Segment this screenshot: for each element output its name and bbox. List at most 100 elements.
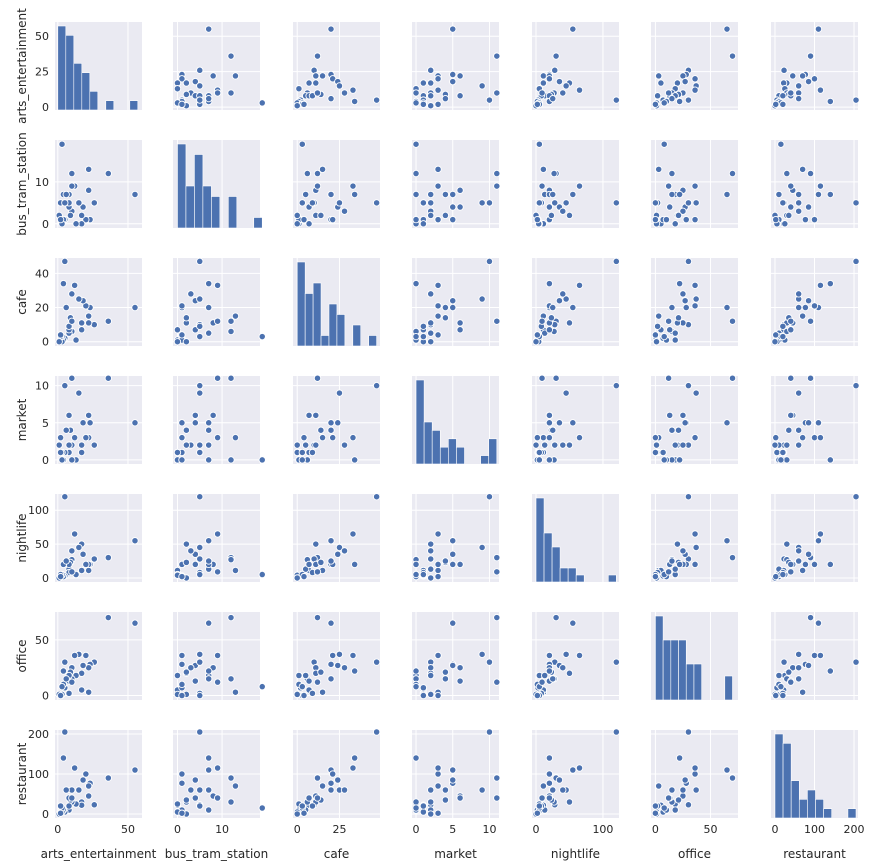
histogram-bar-market [480,455,490,465]
data-point [612,382,620,390]
data-point [787,326,795,334]
data-point [191,677,199,685]
data-point [182,338,191,346]
data-point [56,448,65,457]
data-point [427,565,435,573]
data-point [816,281,825,289]
data-point [227,317,235,325]
panel-office-vs-arts_entertainment: 0 50 [35,612,142,703]
data-point [419,322,428,330]
data-point [329,770,337,778]
data-point [205,456,213,464]
data-point [327,94,335,103]
data-point [559,664,567,672]
data-point [814,419,823,427]
data-point [545,203,554,211]
data-point [213,433,222,442]
data-point [679,441,687,449]
data-point [56,331,65,339]
data-point [660,456,668,464]
data-point [684,801,693,809]
data-point [308,448,317,457]
data-point [213,374,222,382]
data-point [441,190,450,199]
data-point [804,77,813,86]
panel-cafe-vs-restaurant [771,257,860,346]
data-point [72,220,80,228]
data-point [196,691,204,700]
panel-nightlife-vs-office [651,493,738,582]
data-point [82,651,90,660]
data-point [795,190,803,199]
data-point [312,540,320,548]
data-point [78,319,86,327]
histogram-bar-office [678,639,687,701]
data-point [565,798,574,806]
data-point [434,691,442,700]
histogram-bar-arts_entertainment [89,91,99,111]
data-point [810,302,819,310]
data-point [681,419,689,427]
data-point [196,570,204,579]
data-point [539,433,548,442]
y-axis-label-restaurant: restaurant [15,742,29,805]
data-point [340,441,349,449]
data-point [75,295,83,303]
data-point [434,215,442,224]
data-point [427,199,435,207]
data-point [318,433,327,442]
data-point [427,290,435,298]
y-axis-label-cafe: cafe [15,289,29,315]
data-point [205,806,213,814]
data-point [427,102,435,110]
data-point [787,203,795,211]
data-point [427,211,435,220]
data-point [182,441,191,449]
data-point [441,94,450,103]
data-point [779,322,787,330]
data-point [671,220,679,228]
data-point [173,85,182,93]
data-point [666,411,674,420]
data-point [318,782,327,790]
data-point [779,199,787,207]
data-point [852,257,860,266]
x-axis-label-restaurant: restaurant [783,847,846,861]
data-point [419,684,428,692]
data-point [662,215,671,224]
data-point [559,290,567,298]
data-point [810,560,819,569]
data-point [340,89,349,97]
data-point [692,295,700,303]
data-point [478,650,486,658]
y-tick-label: 50 [35,538,49,551]
panel-market-vs-nightlife [532,374,620,464]
data-point [104,317,112,325]
data-point [675,560,684,569]
data-point [372,493,381,501]
x-tick-label: 100 [804,823,825,836]
panel-background [412,494,499,582]
data-point [178,419,186,427]
data-point [441,796,450,804]
data-point [814,537,823,545]
panel-cafe-vs-market [412,257,501,346]
panel-market-vs-arts_entertainment: 0 5 10 [35,374,142,467]
data-point [68,456,76,464]
data-point [779,92,787,100]
data-point [213,678,222,686]
data-point [783,169,791,178]
data-point [555,77,564,86]
data-point [538,374,546,382]
histogram-bar-market [423,421,433,465]
x-tick-label: 0 [174,823,181,836]
data-point [674,211,683,220]
data-point [826,456,834,464]
data-point [545,75,554,83]
data-point [303,169,312,178]
data-point [441,314,450,322]
x-tick-label: 0 [54,823,61,836]
y-tick-label: 50 [35,30,49,43]
panel-market-vs-bus_tram_station [173,374,266,464]
y-tick-label: 0 [42,690,49,703]
